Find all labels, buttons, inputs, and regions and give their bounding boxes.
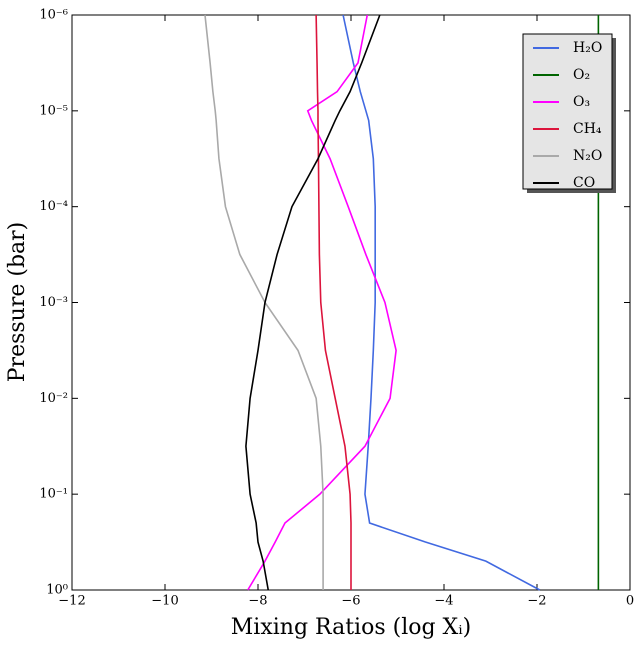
x-tick-label: −8 (248, 594, 267, 609)
x-axis-label: Mixing Ratios (log Xᵢ) (231, 615, 471, 640)
y-tick-label: 10⁻¹ (39, 487, 68, 502)
x-tick-label: −4 (434, 594, 453, 609)
y-tick-label: 10⁻³ (39, 295, 68, 310)
x-tick-label: −6 (341, 594, 360, 609)
y-axis-label: Pressure (bar) (5, 222, 30, 383)
legend-label: N₂O (573, 148, 602, 164)
legend-label: O₂ (573, 67, 590, 83)
legend-label: CO (573, 175, 595, 191)
series-line (315, 14, 352, 590)
legend-label: CH₄ (573, 121, 602, 137)
legend-label: H₂O (573, 40, 602, 56)
y-tick-label: 10⁻⁴ (39, 199, 68, 214)
x-tick-label: −2 (527, 594, 546, 609)
y-tick-label: 10⁻⁶ (39, 8, 68, 23)
y-tick-label: 10⁰ (46, 583, 68, 598)
legend-label: O₃ (573, 94, 590, 110)
legend-box (522, 33, 613, 190)
series-line (245, 14, 381, 591)
y-tick-label: 10⁻² (39, 391, 68, 406)
y-tick-label: 10⁻⁵ (39, 103, 68, 118)
x-tick-label: 0 (626, 594, 634, 609)
x-tick-label: −12 (58, 594, 85, 609)
series-line (342, 14, 541, 591)
x-tick-label: −10 (151, 594, 178, 609)
